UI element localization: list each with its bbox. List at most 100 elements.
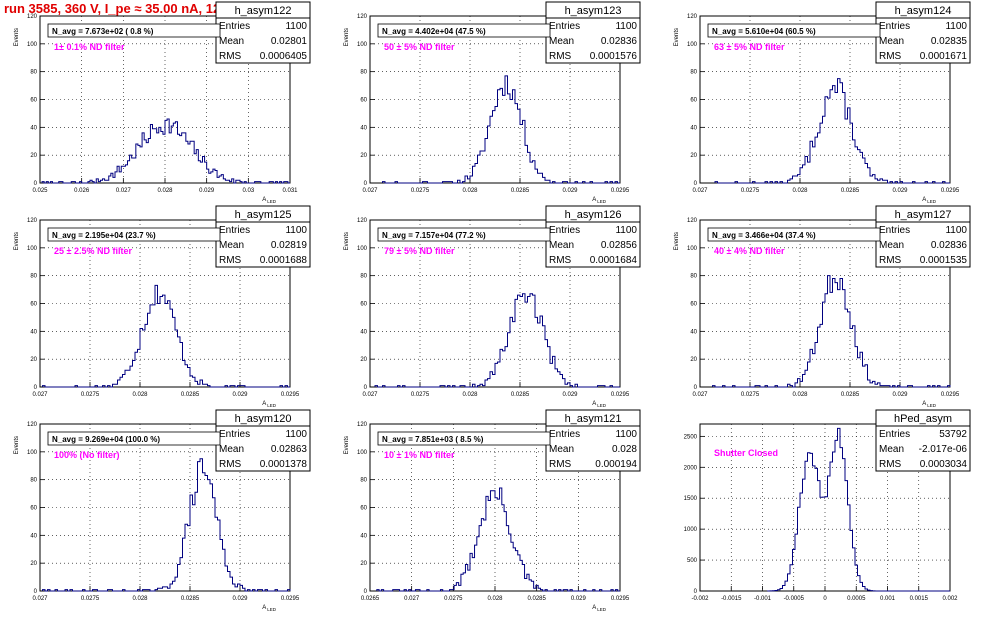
- x-tick-label: 0.0295: [941, 188, 960, 194]
- x-tick-label: 0.001: [880, 596, 896, 602]
- x-tick-label: 0.028: [462, 392, 478, 398]
- y-tick-label: 80: [360, 478, 367, 484]
- x-axis-label: ALED: [262, 401, 277, 408]
- y-tick-label: 120: [357, 14, 368, 20]
- x-tick-label: 0.029: [562, 188, 578, 194]
- x-tick-label: 0.0295: [611, 596, 630, 602]
- x-tick-label: 0.027: [32, 596, 48, 602]
- x-axis-label-sub: LED: [597, 403, 607, 408]
- filter-label: 50 ± 5% ND filter: [384, 42, 455, 52]
- navg-box: N_avg = 7.851e+03 ( 8.5 %): [377, 431, 551, 446]
- x-tick-label: 0.0285: [511, 392, 530, 398]
- panel-h_asym125: 0.027 0.0275 0.028 0.0285 0.029 0.0295 0 20 40 60…: [14, 205, 311, 408]
- y-tick-label: 60: [30, 506, 37, 512]
- y-axis-label: Events: [344, 28, 350, 46]
- x-axis-label: ALED: [262, 197, 277, 204]
- x-tick-label: 0.027: [32, 392, 48, 398]
- stats-frame: [545, 409, 641, 472]
- y-tick-label: 20: [690, 153, 697, 159]
- stats-key: RMS: [549, 459, 572, 470]
- navg-frame: [707, 227, 881, 242]
- y-tick-label: 0: [34, 385, 38, 391]
- navg-frame: [47, 227, 221, 242]
- stats-value: 0.02801: [271, 36, 308, 47]
- x-axis-label: ALED: [922, 401, 937, 408]
- y-tick-label: 100: [357, 450, 368, 456]
- y-tick-label: 80: [360, 274, 367, 280]
- x-tick-label: 0.029: [892, 188, 908, 194]
- y-axis-label: Events: [344, 232, 350, 250]
- x-tick-label: 0.027: [362, 188, 378, 194]
- stats-frame: [875, 409, 971, 472]
- stats-value: 0.000194: [595, 459, 637, 470]
- filter-label: 63 ± 5% ND filter: [714, 42, 785, 52]
- x-tick-label: 0.0285: [511, 188, 530, 194]
- stats-box: h_asym126 Entries 1100 Mean 0.02856 RMS 0.0001…: [545, 205, 641, 268]
- y-tick-label: 0: [34, 181, 38, 187]
- y-tick-label: 1000: [684, 527, 698, 533]
- stats-value: 1100: [285, 21, 307, 32]
- stats-value: 1100: [285, 225, 307, 236]
- y-tick-label: 1500: [684, 496, 698, 502]
- stats-value: 0.02863: [271, 444, 308, 455]
- y-tick-label: 100: [357, 42, 368, 48]
- y-tick-label: 0: [364, 589, 368, 595]
- x-tick-label: 0.029: [232, 392, 248, 398]
- x-tick-label: 0.029: [571, 596, 587, 602]
- x-tick-label: 0: [823, 596, 827, 602]
- stats-box: h_asym123 Entries 1100 Mean 0.02836 RMS 0.0001…: [545, 1, 641, 64]
- y-tick-label: 20: [360, 561, 367, 567]
- x-tick-label: 0.027: [362, 392, 378, 398]
- stats-key: RMS: [879, 459, 902, 470]
- x-tick-label: 0.0285: [841, 188, 860, 194]
- stats-value: 0.0001684: [590, 255, 638, 266]
- y-tick-label: 0: [694, 589, 698, 595]
- navg-box: N_avg = 4.402e+04 (47.5 %): [377, 23, 551, 38]
- x-tick-label: 0.029: [892, 392, 908, 398]
- y-tick-label: 2500: [684, 434, 698, 440]
- y-axis-label: Events: [14, 28, 20, 46]
- stats-box: h_asym122 Entries 1100 Mean 0.02801 RMS 0.0006…: [215, 1, 311, 64]
- stats-frame: [215, 1, 311, 64]
- y-tick-label: 40: [30, 329, 37, 335]
- stats-value: 0.0001671: [920, 51, 968, 62]
- y-tick-label: 60: [360, 302, 367, 308]
- navg-label: N_avg = 4.402e+04 (47.5 %): [382, 27, 486, 36]
- x-axis-label: ALED: [592, 401, 607, 408]
- x-tick-label: 0.002: [942, 596, 958, 602]
- navg-frame: [377, 23, 551, 38]
- x-tick-label: 0.0275: [411, 188, 430, 194]
- navg-label: N_avg = 7.157e+04 (77.2 %): [382, 231, 486, 240]
- stats-box: hPed_asym Entries 53792 Mean -2.017e-06 RMS 0.…: [875, 409, 971, 472]
- stats-key: Entries: [219, 21, 250, 32]
- stats-box: h_asym124 Entries 1100 Mean 0.02835 RMS 0.0001…: [875, 1, 971, 64]
- stats-key: RMS: [549, 255, 572, 266]
- stats-key: Entries: [879, 429, 910, 440]
- y-tick-label: 0: [34, 589, 38, 595]
- filter-label: 1± 0.1% ND filter: [54, 42, 125, 52]
- stats-value: 1100: [615, 21, 637, 32]
- x-tick-label: 0.0295: [281, 596, 300, 602]
- stats-title: h_asym120: [235, 413, 292, 425]
- y-tick-label: 40: [690, 329, 697, 335]
- histogram-line: [41, 118, 290, 184]
- navg-box: N_avg = 2.195e+04 (23.7 %): [47, 227, 221, 242]
- panel-h_asym122: 0.025 0.026 0.027 0.028 0.029 0.03 0.031 0 20 40 6…: [14, 1, 311, 204]
- panel-h_asym127: 0.027 0.0275 0.028 0.0285 0.029 0.0295 0 20 40 60…: [674, 205, 971, 408]
- y-axis-label: Events: [344, 436, 350, 454]
- stats-key: RMS: [219, 51, 242, 62]
- y-axis-label: Events: [674, 232, 680, 250]
- y-tick-label: 20: [30, 561, 37, 567]
- x-tick-label: 0.025: [32, 188, 48, 194]
- x-tick-label: 0.0015: [910, 596, 929, 602]
- y-tick-label: 60: [360, 506, 367, 512]
- y-axis-label: Events: [674, 28, 680, 46]
- stats-title: h_asym127: [895, 209, 952, 221]
- x-axis-label: ALED: [262, 605, 277, 612]
- y-tick-label: 100: [357, 246, 368, 252]
- navg-box: N_avg = 7.673e+02 ( 0.8 %): [47, 23, 221, 38]
- stats-key: Entries: [549, 429, 580, 440]
- x-axis-label-sub: LED: [267, 607, 277, 612]
- x-tick-label: 0.028: [487, 596, 503, 602]
- y-tick-label: 60: [360, 98, 367, 104]
